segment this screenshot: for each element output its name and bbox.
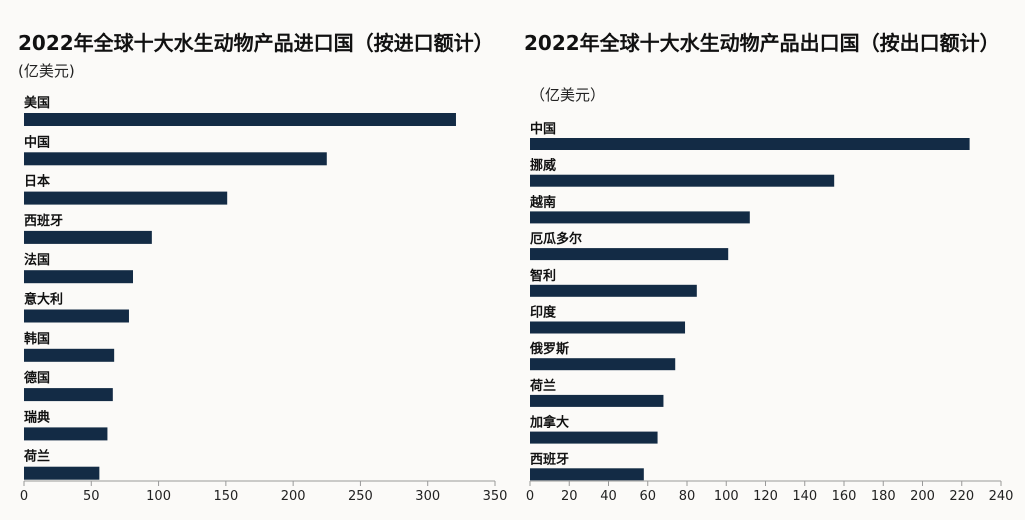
import-category-label: 瑞典 (24, 409, 50, 425)
import-x-tick-label: 200 (281, 489, 306, 504)
export-bar (530, 468, 644, 481)
export-category-label: 厄瓜多尔 (530, 231, 582, 247)
export-category-label: 印度 (530, 305, 557, 321)
export-x-tick-label: 40 (600, 489, 617, 504)
export-x-tick-label: 120 (753, 489, 778, 504)
export-bar (530, 394, 664, 407)
import-category-label: 日本 (24, 174, 50, 190)
export-category-label: 俄罗斯 (529, 341, 569, 357)
export-bar (530, 211, 750, 224)
import-chart-subtitle: (亿美元) (18, 62, 75, 80)
export-chart-title: 2022年全球十大水生动物产品出口国（按出口额计） (524, 31, 1000, 55)
export-bar (530, 138, 970, 150)
export-category-label: 中国 (530, 121, 556, 137)
export-x-tick-label: 160 (832, 489, 857, 504)
import-bar (24, 466, 100, 480)
export-category-label: 挪威 (530, 158, 556, 174)
export-chart-panel: 2022年全球十大水生动物产品出口国（按出口额计） （亿美元） 中国挪威越南厄瓜… (512, 0, 1025, 520)
import-x-tick-label: 0 (20, 489, 28, 504)
export-bar (530, 321, 686, 334)
export-category-label: 越南 (529, 194, 556, 210)
export-x-tick-label: 20 (561, 489, 578, 504)
import-category-label: 法国 (24, 252, 50, 268)
export-category-label: 加拿大 (529, 415, 569, 431)
export-x-tick-label: 180 (871, 489, 896, 504)
import-bar (24, 427, 108, 441)
export-bar (530, 174, 835, 187)
import-x-tick-label: 300 (415, 489, 440, 504)
export-bar (530, 284, 697, 297)
import-chart-title: 2022年全球十大水生动物产品进口国（按进口额计） (18, 31, 494, 55)
export-bar (530, 358, 676, 371)
import-x-tick-label: 150 (213, 489, 238, 504)
export-chart-subtitle: （亿美元） (530, 86, 606, 104)
import-bar (24, 191, 228, 205)
import-bar (24, 388, 113, 402)
import-bar (24, 113, 456, 126)
import-bar (24, 270, 134, 284)
export-category-label: 荷兰 (529, 378, 556, 394)
import-category-label: 韩国 (24, 331, 50, 347)
import-bar (24, 230, 152, 244)
import-x-tick-label: 250 (348, 489, 373, 504)
import-category-label: 中国 (24, 134, 50, 150)
export-x-tick-label: 0 (526, 489, 534, 504)
import-category-label: 西班牙 (24, 213, 63, 229)
export-category-label: 西班牙 (530, 451, 569, 467)
export-category-label: 智利 (530, 268, 556, 284)
import-x-tick-label: 100 (146, 489, 171, 504)
import-bar (24, 152, 327, 166)
import-bar (24, 309, 129, 323)
import-bar (24, 348, 115, 362)
export-x-tick-label: 80 (679, 489, 696, 504)
import-category-label: 德国 (24, 370, 50, 386)
export-x-tick-label: 140 (792, 489, 817, 504)
export-x-tick-label: 220 (949, 489, 974, 504)
export-bar (530, 248, 729, 261)
export-x-tick-label: 240 (989, 489, 1014, 504)
export-x-tick-label: 200 (910, 489, 935, 504)
export-x-tick-label: 60 (639, 489, 656, 504)
import-chart-panel: 2022年全球十大水生动物产品进口国（按进口额计） (亿美元) 美国中国日本西班… (0, 0, 512, 520)
export-x-tick-label: 100 (714, 489, 739, 504)
import-category-label: 意大利 (24, 292, 63, 308)
import-x-tick-label: 50 (83, 489, 100, 504)
import-category-label: 荷兰 (23, 449, 50, 465)
export-bar (530, 431, 658, 444)
import-x-tick-label: 350 (483, 489, 508, 504)
import-category-label: 美国 (24, 95, 50, 111)
